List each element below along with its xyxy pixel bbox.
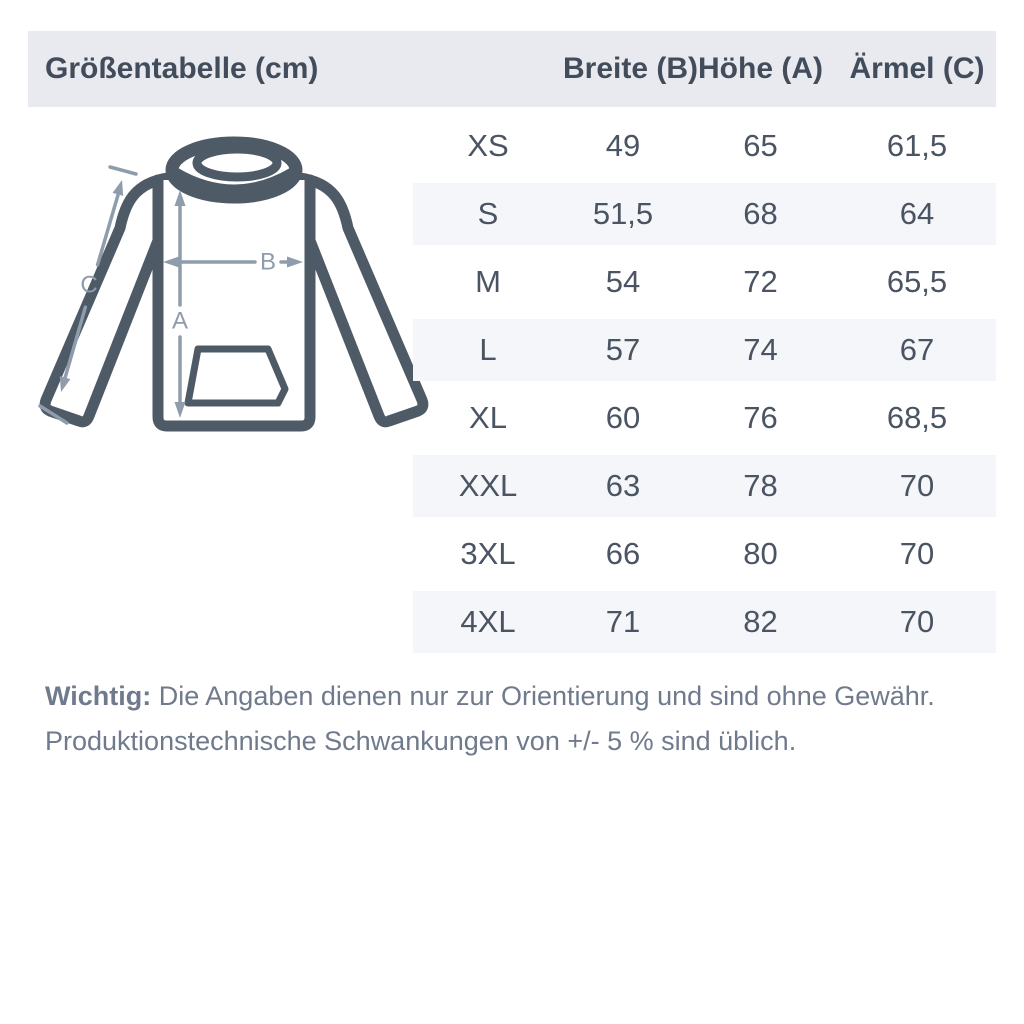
header-band: Größentabelle (cm) Breite (B) Höhe (A) Ä… bbox=[28, 31, 996, 107]
aermel-value: 65,5 bbox=[886, 264, 948, 299]
breite-value: 66 bbox=[605, 536, 641, 571]
size-cell: XXL bbox=[458, 468, 518, 503]
hoehe-value: 74 bbox=[743, 332, 778, 367]
aermel-value: 61,5 bbox=[886, 128, 948, 163]
breite-value: 63 bbox=[605, 468, 641, 503]
breite-value: 57 bbox=[605, 332, 641, 367]
pocket-icon bbox=[184, 345, 289, 407]
hoehe-value: 76 bbox=[743, 400, 778, 435]
aermel-value: 70 bbox=[899, 536, 935, 571]
hoehe-value: 65 bbox=[743, 128, 778, 163]
sleeve-right-icon bbox=[294, 172, 429, 428]
breite-value: 71 bbox=[605, 604, 641, 639]
measure-label-c: C bbox=[80, 272, 97, 299]
hoehe-value: 72 bbox=[743, 264, 778, 299]
size-cell: XL bbox=[469, 400, 507, 435]
measure-arrow-a: A bbox=[172, 190, 188, 418]
aermel-value: 67 bbox=[899, 332, 935, 367]
aermel-value: 70 bbox=[899, 604, 935, 639]
breite-value: 51,5 bbox=[592, 196, 654, 231]
size-cell: L bbox=[479, 332, 497, 367]
aermel-value: 70 bbox=[899, 468, 935, 503]
breite-value: 60 bbox=[605, 400, 641, 435]
disclaimer-text-1: Die Angaben dienen nur zur Orientierung … bbox=[158, 681, 935, 711]
hoodie-measurement-diagram: A B C bbox=[38, 136, 429, 432]
aermel-value: 64 bbox=[899, 196, 935, 231]
sleeve-left-icon bbox=[39, 172, 174, 428]
size-cell: XS bbox=[467, 128, 509, 163]
hood-icon bbox=[165, 136, 303, 204]
size-table: XS 49 65 61,5 S 51,5 68 64 M 54 72 65,5 … bbox=[413, 112, 996, 656]
aermel-value: 68,5 bbox=[886, 400, 948, 435]
column-header-aermel: Ärmel (C) bbox=[849, 52, 985, 85]
table-row: L 57 74 67 bbox=[413, 316, 996, 384]
hoehe-value: 78 bbox=[743, 468, 778, 503]
hoehe-value: 80 bbox=[743, 536, 778, 571]
important-label: Wichtig: bbox=[45, 681, 152, 711]
size-cell: S bbox=[477, 196, 499, 231]
disclaimer-note: Wichtig: Die Angaben dienen nur zur Orie… bbox=[45, 674, 985, 764]
measure-arrow-b: B bbox=[163, 249, 303, 276]
size-cell: M bbox=[475, 264, 501, 299]
table-row: 3XL 66 80 70 bbox=[413, 520, 996, 588]
table-row: 4XL 71 82 70 bbox=[413, 588, 996, 656]
column-header-breite: Breite (B) bbox=[563, 52, 699, 85]
page-title: Größentabelle (cm) bbox=[45, 52, 319, 85]
column-header-hoehe: Höhe (A) bbox=[698, 52, 823, 85]
disclaimer-line-2: Produktionstechnische Schwankungen von +… bbox=[45, 726, 797, 756]
measure-label-b: B bbox=[260, 249, 276, 276]
disclaimer-line-1: Wichtig: Die Angaben dienen nur zur Orie… bbox=[45, 674, 985, 719]
table-row: XL 60 76 68,5 bbox=[413, 384, 996, 452]
table-row: XXL 63 78 70 bbox=[413, 452, 996, 520]
hoehe-value: 68 bbox=[743, 196, 778, 231]
measure-label-a: A bbox=[172, 308, 188, 335]
measure-arrow-c: C bbox=[38, 165, 138, 425]
breite-value: 54 bbox=[605, 264, 641, 299]
breite-value: 49 bbox=[605, 128, 641, 163]
table-row: M 54 72 65,5 bbox=[413, 248, 996, 316]
hoehe-value: 82 bbox=[743, 604, 778, 639]
size-cell: 4XL bbox=[460, 604, 516, 639]
table-row: XS 49 65 61,5 bbox=[413, 112, 996, 180]
table-row: S 51,5 68 64 bbox=[413, 180, 996, 248]
size-cell: 3XL bbox=[460, 536, 516, 571]
